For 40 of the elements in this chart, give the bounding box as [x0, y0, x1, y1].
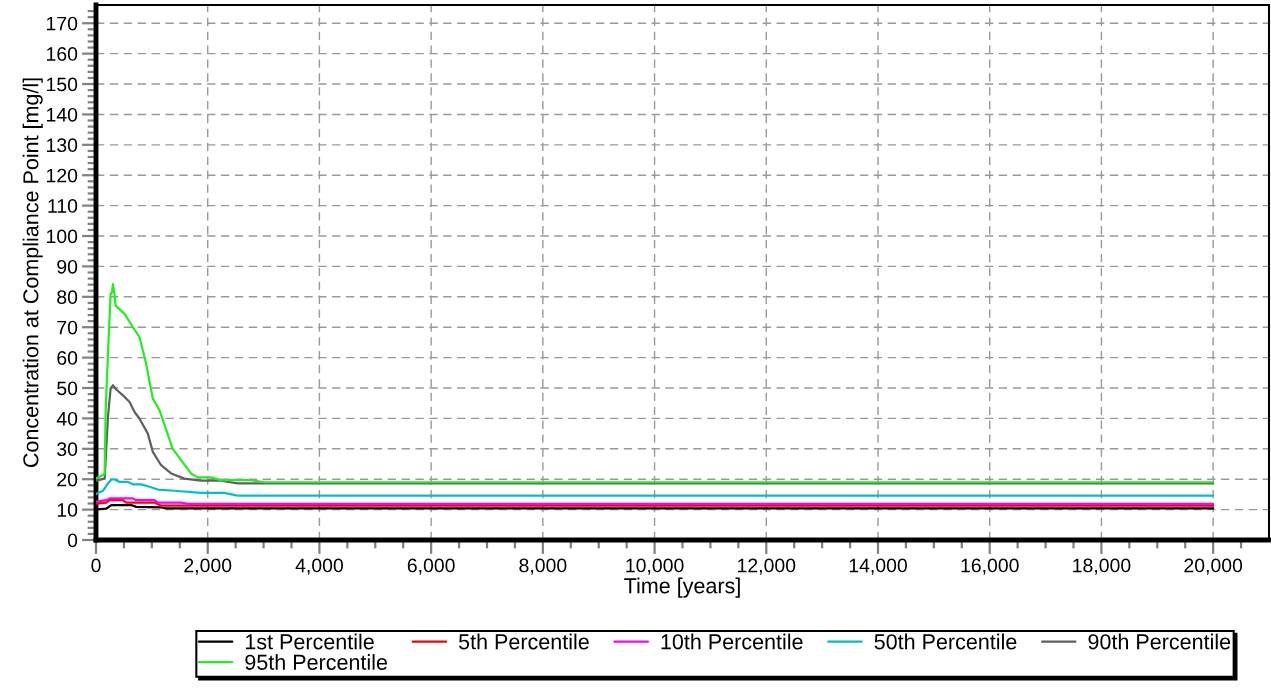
line-series [96, 282, 1215, 484]
x-tick-label: 2,000 [184, 558, 232, 575]
y-tick-label: 130 [46, 138, 78, 153]
x-tick-label: 0 [91, 558, 101, 573]
x-tick-label: 12,000 [738, 558, 796, 575]
y-tick-label: 60 [57, 351, 78, 365]
y-tick-label: 120 [46, 168, 78, 183]
y-tick-label: 50 [57, 381, 78, 396]
y-tick-label: 70 [57, 320, 78, 335]
y-tick-label: 150 [46, 77, 78, 92]
x-tick-label: 8,000 [519, 558, 567, 575]
y-tick-label: 20 [57, 472, 78, 487]
y-tick-label: 40 [56, 411, 78, 426]
y-tick-label: 110 [48, 199, 78, 213]
y-tick-label: 100 [46, 229, 78, 244]
x-tick-label: 14,000 [849, 558, 907, 575]
x-tick-label: 18,000 [1073, 558, 1131, 575]
y-tick-label: 0 [67, 533, 78, 548]
legend-label: 1st Percentile [245, 633, 374, 650]
x-tick-label: 20,000 [1184, 558, 1243, 575]
x-tick-label: 6,000 [407, 558, 455, 575]
x-tick-label: 16,000 [961, 558, 1019, 575]
y-tick-label: 140 [46, 107, 78, 122]
legend-label: 5th Percentile [458, 633, 589, 650]
line-series [96, 478, 1215, 497]
x-axis-title: Time [years] [624, 577, 740, 598]
y-tick-label: 160 [46, 47, 78, 61]
y-tick-label: 30 [57, 442, 78, 457]
legend-label: 90th Percentile [1088, 633, 1231, 650]
line-series [96, 384, 1215, 485]
legend-label: 95th Percentile [245, 654, 387, 670]
x-tick-label: 4,000 [295, 558, 343, 575]
y-tick-label: 10 [57, 503, 78, 517]
y-tick-label: 90 [57, 259, 78, 274]
y-axis-title: Concentration at Compliance Point [mg/l] [22, 78, 43, 468]
legend-label: 50th Percentile [874, 633, 1017, 650]
y-tick-label: 170 [46, 16, 78, 31]
x-tick-label: 10,000 [626, 558, 684, 575]
y-tick-label: 80 [57, 290, 78, 305]
legend-label: 10th Percentile [661, 633, 803, 650]
